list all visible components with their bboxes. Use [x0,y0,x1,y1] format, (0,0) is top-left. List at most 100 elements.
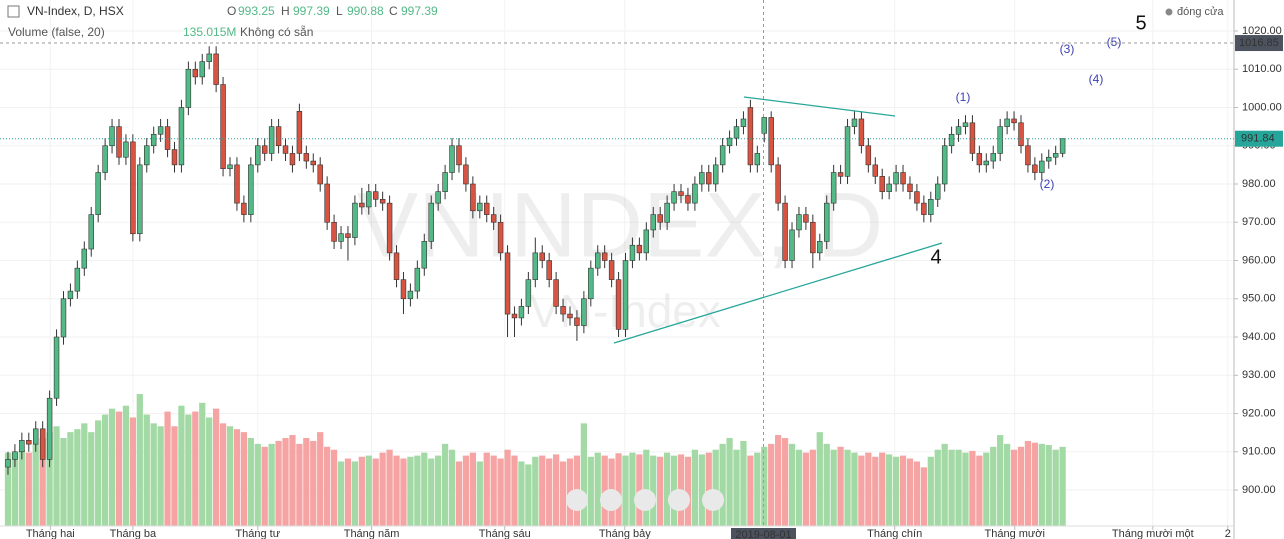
candle-body [879,176,885,192]
y-tick-label: 970.00 [1242,216,1276,228]
candle-body [671,191,677,204]
zoom-button[interactable] [668,489,690,511]
volume-bar [1010,449,1018,526]
volume-bar [532,456,539,526]
volume-bar [185,414,192,526]
candle-body [969,122,976,154]
candle-body [844,126,851,177]
volume-bar [754,452,761,526]
y-tick-label: 920.00 [1242,407,1276,419]
y-tick-label: 960.00 [1242,254,1276,266]
volume-bar [115,411,123,526]
candle-body [761,117,767,134]
volume-bar [955,449,962,526]
legend-dot [1165,8,1173,16]
candle-body [872,164,879,177]
candle-body [754,153,761,166]
volume-bar [296,443,303,526]
volume-bar [88,432,95,526]
candle-body [178,107,185,166]
volume-bar [337,461,345,526]
candle-body [567,313,573,319]
candle-body [629,244,636,261]
volume-bar [365,455,372,526]
volume-bar [747,455,754,526]
volume-bar [712,449,719,526]
volume-bar [247,438,254,526]
candle-body [227,164,233,170]
volume-bar [657,456,664,526]
volume-bar [351,461,359,526]
volume-bar [379,452,386,526]
volume-bar [636,454,643,526]
candle-body [234,164,240,204]
volume-bar [504,449,511,526]
candle-body [102,145,108,173]
candle-body [255,145,261,166]
volume-bar [18,449,25,526]
volume-bar [788,443,796,526]
volume-bar [441,443,449,526]
zoom-button[interactable] [566,489,588,511]
volume-bar [726,438,733,526]
candle-body [539,252,545,261]
candle-body [109,126,115,147]
trend-line [743,96,896,117]
volume-bar [844,449,851,526]
ohlc-label: O [227,4,236,18]
volume-bar [906,458,914,526]
price-label-box [1235,130,1283,147]
volume-bar [1017,446,1025,526]
wave-label: 5 [1135,12,1146,34]
candle-body [372,191,379,200]
volume-bar [282,438,289,526]
candle-body [685,195,691,204]
volume-bar [53,426,60,526]
volume-bar [684,456,692,526]
volume-bar [664,452,671,526]
x-tick-label: Tháng bảy [599,528,651,539]
collapse-icon[interactable] [7,5,20,18]
zoom-button[interactable] [600,489,622,511]
scroll-button[interactable] [702,489,724,511]
volume-bar [129,417,136,526]
volume-bar [768,443,775,526]
candle-body [241,202,247,215]
volume-bar [219,423,227,526]
candle-body [116,126,122,158]
volume-bar [303,438,310,526]
volume-bar [795,449,803,526]
volume-bar [268,443,275,526]
volume-bar [317,432,324,526]
y-tick-label: 1020.00 [1242,25,1282,37]
candle-body [796,214,802,231]
volume-bar [95,420,102,526]
volume-bar [1031,442,1038,526]
reset-button[interactable] [634,489,656,511]
candle-body [525,279,532,307]
volume-bar [344,458,352,526]
candle-body [955,126,962,135]
candle-body [456,145,462,166]
candle-body [518,306,525,319]
candle-body [740,118,747,127]
watermark: VNINDEX, D [357,174,884,276]
volume-readout: 135.015M [183,25,236,39]
candle-body [1046,156,1052,162]
volume-bar [920,467,927,526]
volume-bar [46,432,53,526]
volume-bar [622,455,629,526]
volume-bar [615,453,622,526]
volume-bar [719,443,726,526]
candle-body [164,126,171,150]
candle-body [157,126,164,135]
volume-bar [233,429,241,526]
candle-body [185,68,192,108]
volume-bar [407,456,414,526]
volume-bar [310,440,317,526]
candle-body [560,306,566,315]
volume-bar [948,449,955,526]
toolbar [566,489,724,511]
volume-bar [587,456,594,526]
